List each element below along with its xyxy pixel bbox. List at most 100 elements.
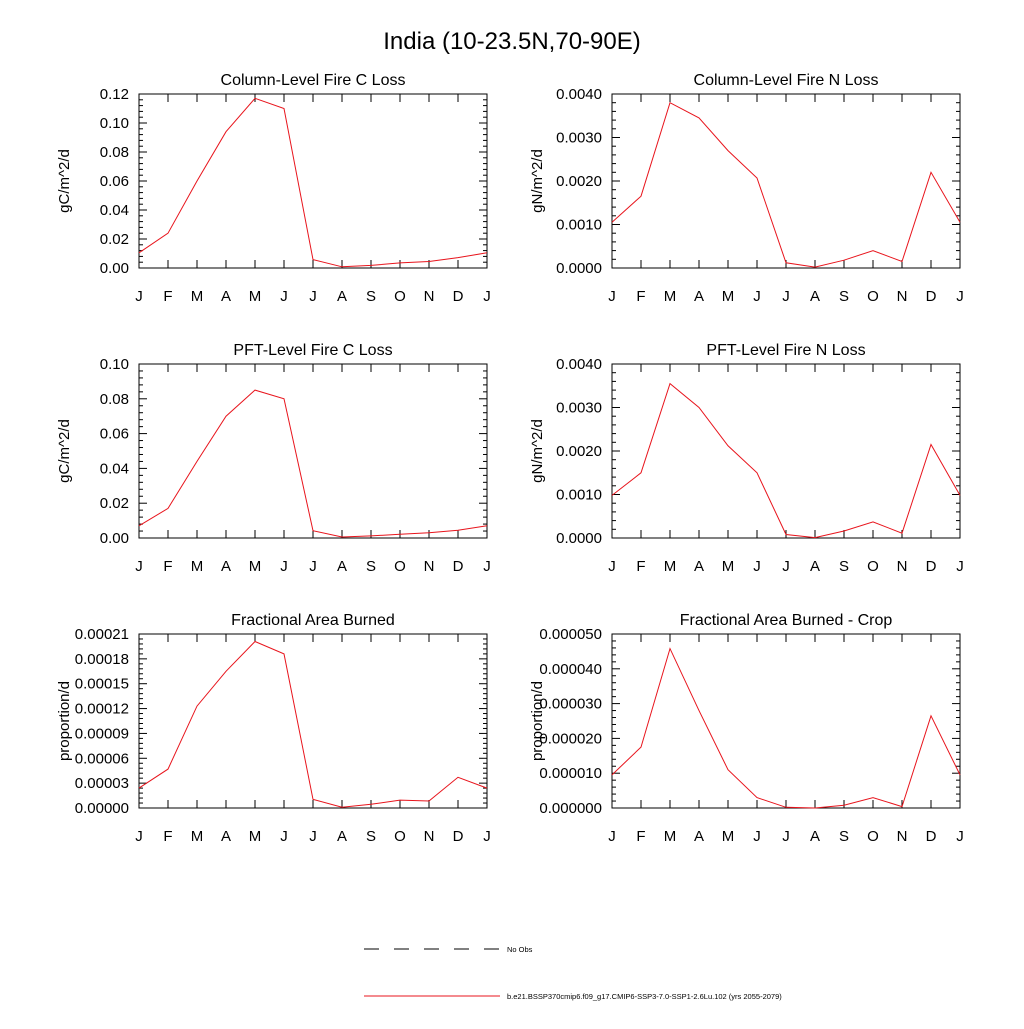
- x-tick-label: S: [366, 288, 376, 305]
- x-tick-label: J: [608, 288, 616, 305]
- y-tick-label: 0.02: [100, 231, 129, 248]
- x-tick-label: J: [280, 558, 288, 575]
- x-tick-label: D: [926, 288, 937, 305]
- x-tick-label: F: [163, 288, 172, 305]
- y-tick-label: 0.00018: [75, 651, 129, 668]
- y-tick-label: 0.00015: [75, 676, 129, 693]
- x-tick-label: N: [424, 288, 435, 305]
- x-tick-label: M: [191, 828, 204, 845]
- x-tick-label: S: [839, 288, 849, 305]
- legend-label-model-run: b.e21.BSSP370cmip6.f09_g17.CMIP6-SSP3-7.…: [507, 992, 782, 1001]
- x-tick-label: J: [782, 288, 790, 305]
- x-tick-label: A: [221, 558, 231, 575]
- series-line: [138, 97, 488, 268]
- x-tick-label: O: [394, 828, 406, 845]
- x-tick-label: J: [753, 828, 761, 845]
- x-tick-label: J: [782, 558, 790, 575]
- x-tick-label: A: [337, 288, 347, 305]
- y-tick-label: 0.000030: [539, 696, 602, 713]
- panel-title: Fractional Area Burned: [231, 612, 395, 629]
- y-tick-label: 0.00: [100, 260, 129, 277]
- y-tick-label: 0.0020: [556, 443, 602, 460]
- legend: No Obs b.e21.BSSP370cmip6.f09_g17.CMIP6-…: [364, 945, 782, 1001]
- y-tick-label: 0.0030: [556, 130, 602, 147]
- y-tick-label: 0.00003: [75, 775, 129, 792]
- x-tick-label: D: [453, 558, 464, 575]
- x-tick-label: D: [453, 828, 464, 845]
- x-tick-label: A: [694, 288, 704, 305]
- x-tick-label: J: [483, 828, 491, 845]
- y-tick-label: 0.06: [100, 173, 129, 190]
- y-tick-label: 0.00006: [75, 750, 129, 767]
- x-tick-label: A: [337, 558, 347, 575]
- x-tick-label: J: [608, 828, 616, 845]
- y-tick-label: 0.00021: [75, 626, 129, 643]
- y-tick-label: 0.02: [100, 495, 129, 512]
- y-axis-label: proportion/d: [529, 681, 546, 761]
- x-tick-label: S: [366, 828, 376, 845]
- y-tick-label: 0.04: [100, 202, 129, 219]
- series-line: [138, 640, 488, 808]
- panel-title: PFT-Level Fire C Loss: [233, 342, 392, 359]
- x-tick-label: J: [309, 828, 317, 845]
- y-tick-label: 0.00: [100, 530, 129, 547]
- y-tick-label: 0.00012: [75, 701, 129, 718]
- x-tick-label: F: [636, 288, 645, 305]
- x-tick-label: J: [483, 558, 491, 575]
- x-tick-label: M: [191, 558, 204, 575]
- x-tick-label: M: [191, 288, 204, 305]
- series-line: [611, 101, 961, 268]
- plot-frame: [138, 363, 488, 539]
- plot-frame: [138, 633, 488, 809]
- y-tick-label: 0.0020: [556, 173, 602, 190]
- y-tick-label: 0.04: [100, 460, 129, 477]
- x-tick-label: J: [280, 828, 288, 845]
- x-tick-label: S: [839, 558, 849, 575]
- x-tick-label: J: [135, 828, 143, 845]
- plot-frame: [611, 633, 961, 809]
- x-tick-label: M: [249, 828, 262, 845]
- x-tick-label: O: [867, 558, 879, 575]
- x-tick-label: S: [366, 558, 376, 575]
- x-tick-label: S: [839, 828, 849, 845]
- x-tick-label: N: [897, 558, 908, 575]
- x-tick-label: A: [810, 828, 820, 845]
- x-tick-label: N: [897, 828, 908, 845]
- y-axis-label: gC/m^2/d: [56, 419, 73, 483]
- x-tick-label: O: [867, 288, 879, 305]
- y-tick-label: 0.00009: [75, 725, 129, 742]
- x-tick-label: J: [309, 288, 317, 305]
- x-tick-label: M: [249, 288, 262, 305]
- y-tick-label: 0.08: [100, 391, 129, 408]
- x-tick-label: J: [753, 558, 761, 575]
- legend-label-no-obs: No Obs: [507, 945, 533, 954]
- x-tick-label: M: [664, 828, 677, 845]
- series-line: [138, 389, 488, 538]
- x-tick-label: M: [722, 558, 735, 575]
- x-tick-label: N: [897, 288, 908, 305]
- x-tick-label: N: [424, 558, 435, 575]
- x-tick-label: A: [221, 288, 231, 305]
- y-tick-label: 0.000020: [539, 730, 602, 747]
- x-tick-label: J: [309, 558, 317, 575]
- x-tick-label: A: [337, 828, 347, 845]
- panel-title: PFT-Level Fire N Loss: [706, 342, 865, 359]
- plot-frame: [138, 93, 488, 269]
- x-tick-label: J: [483, 288, 491, 305]
- x-tick-label: J: [956, 288, 964, 305]
- x-tick-label: M: [664, 558, 677, 575]
- series-line: [611, 647, 961, 809]
- x-tick-label: N: [424, 828, 435, 845]
- x-tick-label: O: [394, 288, 406, 305]
- plot-frame: [611, 363, 961, 539]
- x-tick-label: D: [926, 558, 937, 575]
- figure-title: India (10-23.5N,70-90E): [383, 28, 640, 55]
- y-tick-label: 0.0010: [556, 217, 602, 234]
- x-tick-label: A: [810, 558, 820, 575]
- x-tick-label: J: [135, 288, 143, 305]
- x-tick-label: F: [163, 828, 172, 845]
